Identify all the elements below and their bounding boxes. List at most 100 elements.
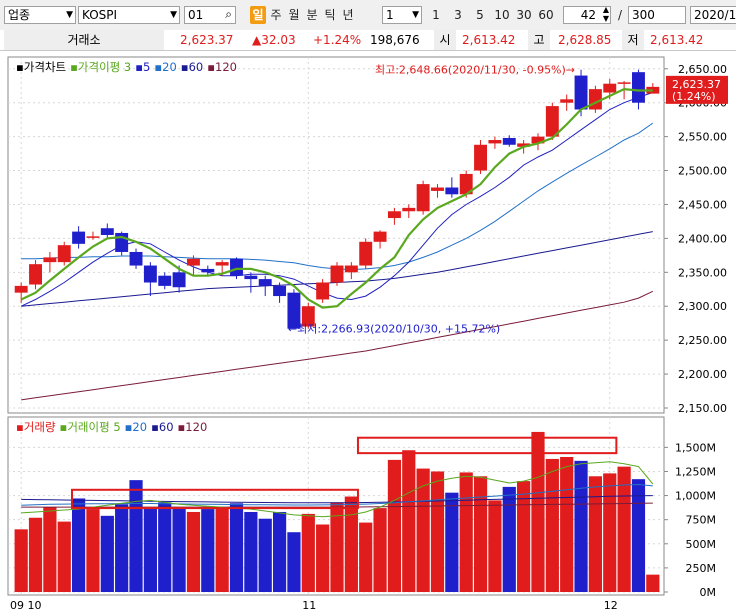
interval-button[interactable]: 3 [454, 8, 462, 22]
low-value: 2,613.42 [650, 33, 704, 47]
interval-button[interactable]: 30 [516, 8, 532, 22]
volume-bar [416, 468, 430, 592]
chevron-down-icon[interactable]: ▼ [170, 10, 177, 20]
candle-body [86, 236, 100, 238]
volume-legend-item: ▪거래이평 5 [60, 420, 121, 434]
price-info-bar: 거래소 2,623.37 ▲32.03 +1.24% 198,676 시 2,6… [0, 30, 736, 51]
count-value: 42 [580, 8, 596, 22]
candle-body [588, 89, 602, 110]
period-button[interactable]: 주 [270, 8, 282, 22]
price-tick-label: 2,400.00 [678, 232, 727, 245]
candle-body [43, 257, 57, 263]
candle-body [459, 173, 473, 195]
volume-bar [172, 507, 186, 592]
open-value: 2,613.42 [462, 33, 516, 47]
interval-button[interactable]: 10 [494, 8, 510, 22]
period-button[interactable]: 월 [288, 8, 300, 22]
interval-button[interactable]: 1 [432, 8, 440, 22]
volume-bar [14, 529, 28, 592]
price-tick-label: 2,200.00 [678, 368, 727, 381]
volume-ma20-line [21, 483, 653, 506]
price-tick-label: 2,550.00 [678, 131, 727, 144]
period-button[interactable]: 년 [342, 8, 354, 22]
chevron-down-icon[interactable]: ▼ [66, 10, 73, 20]
date-input[interactable]: 2020/12 [690, 6, 736, 24]
volume-tick-label: 750M [686, 514, 717, 527]
period-button[interactable]: 틱 [324, 8, 336, 22]
candle-body [531, 136, 545, 144]
candle-body [57, 245, 71, 263]
candle-body [632, 72, 645, 103]
price-tick-label: 2,150.00 [678, 402, 727, 415]
total-value: 300 [632, 8, 655, 22]
volume-bar [646, 574, 660, 592]
volume-bar [229, 503, 244, 592]
candle-body [201, 268, 215, 273]
stock-chart[interactable]: 2,150.00 2,200.00 2,250.00 2,300.00 2,350.00… [0, 52, 736, 613]
exchange-label: 거래소 [4, 30, 164, 50]
candle-body [143, 265, 157, 283]
volume-bar [28, 517, 43, 592]
x-tick-label: 11 [302, 599, 316, 612]
open-label: 시 [434, 30, 456, 50]
total-input[interactable]: 300 [628, 6, 686, 24]
volume-bar [502, 486, 516, 592]
code-value: KOSPI [82, 8, 118, 22]
volume-bar [387, 459, 402, 592]
search-icon[interactable]: ⌕ [225, 7, 232, 21]
interval-value: 1 [386, 8, 394, 22]
volume-bar [129, 480, 143, 592]
volume-bar [57, 521, 71, 592]
volume-bar [258, 518, 272, 592]
candle-body [646, 86, 660, 94]
period-button[interactable]: 분 [306, 8, 318, 22]
min-annotation: ←최저:2,266.93(2020/10/30, +15.72%) [288, 323, 500, 336]
price-tick-label: 2,500.00 [678, 165, 727, 178]
price-legend-item: ▪5 [135, 60, 150, 74]
price-legend-item: ▪가격이평 3 [70, 60, 131, 74]
volume-bar [560, 457, 574, 592]
candle-body [359, 241, 373, 266]
market-select[interactable]: 업종 ▼ [4, 6, 76, 24]
current-price-tag-value: 2,623.37 [672, 78, 721, 91]
interval-button[interactable]: 5 [476, 8, 484, 22]
high-label: 고 [528, 30, 550, 50]
price-change-pct: +1.24% [313, 33, 362, 47]
volume-bar [115, 504, 129, 592]
candle-body [574, 75, 588, 110]
spinner-icon[interactable]: ▲ ▼ [602, 6, 609, 23]
candle-body [273, 285, 287, 297]
candle-body [545, 106, 559, 137]
volume-bar [430, 471, 445, 592]
count-input[interactable]: 42 ▲ ▼ [563, 6, 611, 24]
volume-bar [445, 492, 459, 592]
candle-body [416, 184, 430, 212]
code2-input[interactable]: 01 ⌕ [184, 6, 236, 24]
price-legend-item: ▪60 [181, 60, 203, 74]
volume-bar [100, 515, 114, 592]
candle-body [431, 187, 444, 191]
candle-body [215, 262, 229, 266]
volume-bar [531, 431, 545, 592]
interval-button[interactable]: 60 [538, 8, 554, 22]
period-button[interactable]: 일 [250, 6, 266, 24]
volume-bar [545, 458, 559, 592]
candle-body [301, 306, 315, 327]
code-input[interactable]: KOSPI ▼ [78, 6, 180, 24]
current-price-tag [666, 75, 728, 104]
candle-body [474, 144, 488, 171]
volume-bar [316, 524, 330, 592]
candle-body [488, 140, 502, 144]
volume-legend-title: ▪거래량 [16, 420, 56, 434]
candle-body [14, 285, 28, 293]
interval-select[interactable]: 1 ▼ [382, 6, 422, 24]
chevron-down-icon[interactable]: ▼ [412, 10, 419, 20]
volume-bar [402, 450, 416, 592]
x-tick-label: 09 10 [10, 599, 42, 612]
candle-body [344, 265, 358, 273]
code2-value: 01 [188, 8, 204, 22]
candle-body [617, 82, 631, 84]
volume-bar [488, 500, 502, 592]
volume-tick-label: 500M [686, 538, 717, 551]
